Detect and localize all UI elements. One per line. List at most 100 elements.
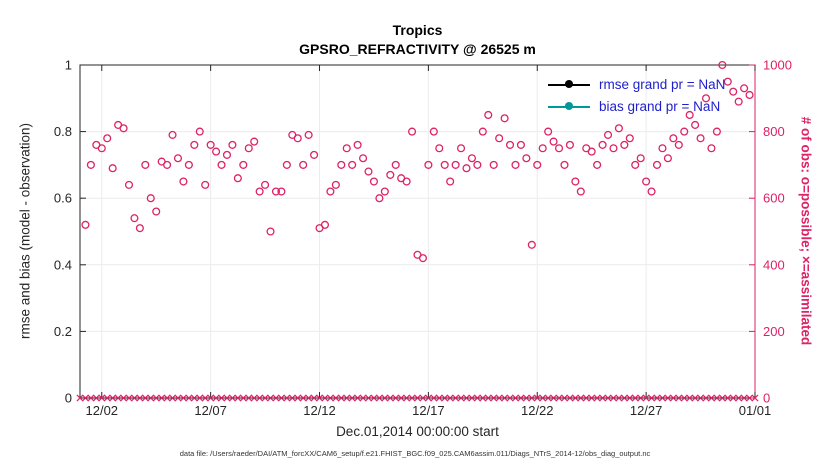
- y-right-tick-label: 1000: [763, 58, 792, 73]
- possible-obs-marker: [576, 187, 585, 196]
- assimilated-obs-marker: [266, 394, 275, 402]
- assimilated-obs-marker: [332, 394, 340, 402]
- assimilated-obs-marker: [234, 394, 242, 402]
- assimilated-obs-marker: [321, 394, 329, 402]
- legend-line-marker-icon: [548, 102, 590, 111]
- possible-obs-marker: [310, 150, 319, 159]
- possible-obs-marker: [598, 140, 607, 149]
- possible-obs-marker: [440, 160, 449, 169]
- possible-obs-marker: [255, 187, 264, 196]
- assimilated-obs-marker: [620, 394, 628, 402]
- assimilated-obs-marker: [751, 394, 759, 402]
- possible-obs-marker: [669, 134, 678, 143]
- assimilated-obs-marker: [359, 394, 367, 402]
- possible-obs-marker: [554, 144, 564, 153]
- assimilated-obs-marker: [653, 394, 661, 402]
- possible-obs-marker: [647, 187, 656, 196]
- assimilated-obs-marker: [501, 394, 509, 402]
- possible-obs-marker: [124, 180, 134, 189]
- possible-obs-marker: [282, 160, 291, 169]
- assimilated-obs-marker: [550, 394, 558, 402]
- assimilated-obs-marker: [169, 394, 177, 402]
- possible-obs-marker: [446, 177, 455, 186]
- data-file-caption: data file: /Users/raeder/DAI/ATM_forcXX/…: [179, 449, 651, 458]
- assimilated-obs-marker: [419, 394, 427, 402]
- assimilated-obs-marker: [256, 394, 264, 402]
- assimilated-obs-marker: [288, 394, 296, 402]
- possible-obs-marker: [729, 87, 738, 96]
- possible-obs-marker: [527, 240, 536, 249]
- possible-obs-marker: [320, 220, 330, 229]
- assimilated-obs-marker: [277, 394, 285, 402]
- possible-obs-marker: [299, 160, 308, 169]
- assimilated-obs-marker: [354, 394, 362, 402]
- y-right-tick-label: 400: [763, 257, 785, 272]
- legend: rmse grand pr = NaN bias grand pr = NaN: [548, 77, 725, 114]
- possible-obs-marker: [489, 160, 498, 169]
- assimilated-obs-marker: [435, 394, 443, 402]
- possible-obs-marker: [663, 154, 672, 163]
- assimilated-obs-marker: [299, 394, 307, 402]
- assimilated-obs-marker: [120, 394, 128, 402]
- possible-obs-marker: [195, 127, 204, 136]
- possible-obs-marker: [620, 140, 629, 149]
- possible-obs-marker: [146, 194, 155, 203]
- possible-obs-marker: [359, 154, 368, 163]
- possible-obs-marker: [217, 160, 226, 169]
- possible-obs-marker: [745, 90, 754, 100]
- assimilated-obs-marker: [441, 394, 449, 402]
- assimilated-obs-marker: [588, 394, 596, 402]
- assimilated-obs-marker: [76, 394, 84, 402]
- possible-obs-marker: [364, 167, 373, 176]
- possible-obs-marker: [723, 77, 732, 86]
- x-tick-label: 12/27: [630, 403, 663, 418]
- assimilated-obs-marker: [103, 394, 111, 402]
- possible-obs-marker: [353, 140, 362, 149]
- assimilated-obs-marker: [81, 394, 89, 402]
- possible-obs-marker: [342, 144, 351, 153]
- legend-item-label: rmse grand pr = NaN: [599, 77, 726, 92]
- assimilated-obs-marker: [315, 394, 324, 402]
- axes-box: [79, 64, 756, 399]
- possible-obs-marker: [206, 140, 215, 149]
- assimilated-obs-marker: [207, 394, 215, 402]
- y-right-tick-label: 800: [763, 124, 785, 139]
- assimilated-obs-marker: [642, 394, 650, 402]
- assimilated-obs-marker: [740, 394, 748, 402]
- assimilated-obs-marker: [310, 394, 318, 402]
- possible-obs-marker: [222, 150, 232, 159]
- assimilated-obs-marker: [381, 394, 389, 402]
- y-left-tick-label: 0.6: [54, 191, 72, 206]
- assimilated-obs-marker: [179, 394, 187, 402]
- assimilated-obs-marker: [163, 394, 171, 402]
- assimilated-obs-marker: [735, 394, 743, 402]
- assimilated-obs-marker: [364, 394, 373, 402]
- assimilated-obs-marker: [599, 394, 607, 402]
- y-right-tick-label: 200: [763, 324, 785, 339]
- assimilated-obs-marker: [424, 394, 432, 402]
- x-axis-label: Dec.01,2014 00:00:00 start: [336, 424, 499, 439]
- assimilated-obs-marker: [680, 394, 688, 402]
- assimilated-obs-marker: [560, 394, 569, 402]
- possible-obs-marker: [130, 214, 139, 223]
- possible-obs-marker: [228, 140, 237, 149]
- possible-obs-marker: [631, 160, 640, 169]
- assimilated-obs-marker: [702, 394, 710, 402]
- assimilated-obs-marker: [348, 394, 356, 402]
- x-tick-label: 12/22: [521, 403, 554, 418]
- possible-obs-marker: [277, 187, 286, 196]
- possible-obs-marker: [701, 94, 711, 103]
- assimilated-obs-marker: [158, 394, 166, 402]
- assimilated-obs-marker: [669, 394, 677, 402]
- plot-title-region: Tropics: [392, 22, 443, 38]
- assimilated-obs-marker: [648, 394, 656, 402]
- possible-obs-marker: [696, 134, 705, 143]
- x-tick-label: 12/12: [303, 403, 336, 418]
- possible-obs-marker: [549, 137, 558, 146]
- assimilated-obs-marker: [413, 394, 422, 402]
- possible-obs-marker: [103, 134, 112, 143]
- possible-obs-marker: [408, 127, 417, 136]
- possible-obs-marker: [135, 224, 144, 233]
- y-right-tick-label: 600: [763, 191, 785, 206]
- assimilated-obs-marker: [326, 394, 334, 402]
